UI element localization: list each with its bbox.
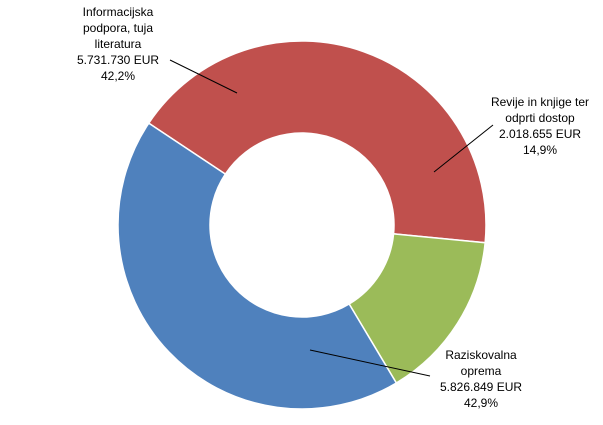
label-informacijska-podpora: Informacijska podpora, tuja literatura 5…: [48, 4, 188, 84]
label-revije-in-knjige: Revije in knjige ter odprti dostop 2.018…: [475, 94, 603, 158]
donut-slice: [117, 122, 398, 410]
label-line: Raziskovalna: [445, 348, 517, 362]
label-amount: 2.018.655 EUR: [498, 127, 582, 141]
label-percent: 42,9%: [463, 396, 499, 410]
leader-line: [309, 349, 431, 377]
label-line: podpora, tuja: [82, 21, 154, 35]
leader-line: [433, 124, 494, 173]
leader-line: [169, 59, 238, 94]
label-line: literatura: [94, 37, 142, 51]
label-percent: 14,9%: [522, 143, 558, 157]
label-raziskovalna-oprema: Raziskovalna oprema 5.826.849 EUR 42,9%: [421, 347, 541, 411]
donut-slice: [348, 233, 486, 385]
label-percent: 42,2%: [100, 69, 136, 83]
label-amount: 5.826.849 EUR: [439, 380, 523, 394]
label-amount: 5.731.730 EUR: [76, 53, 160, 67]
label-line: Informacijska: [82, 5, 154, 19]
label-line: Revije in knjige ter: [490, 95, 590, 109]
label-line: odprti dostop: [505, 111, 575, 125]
label-line: oprema: [460, 364, 502, 378]
